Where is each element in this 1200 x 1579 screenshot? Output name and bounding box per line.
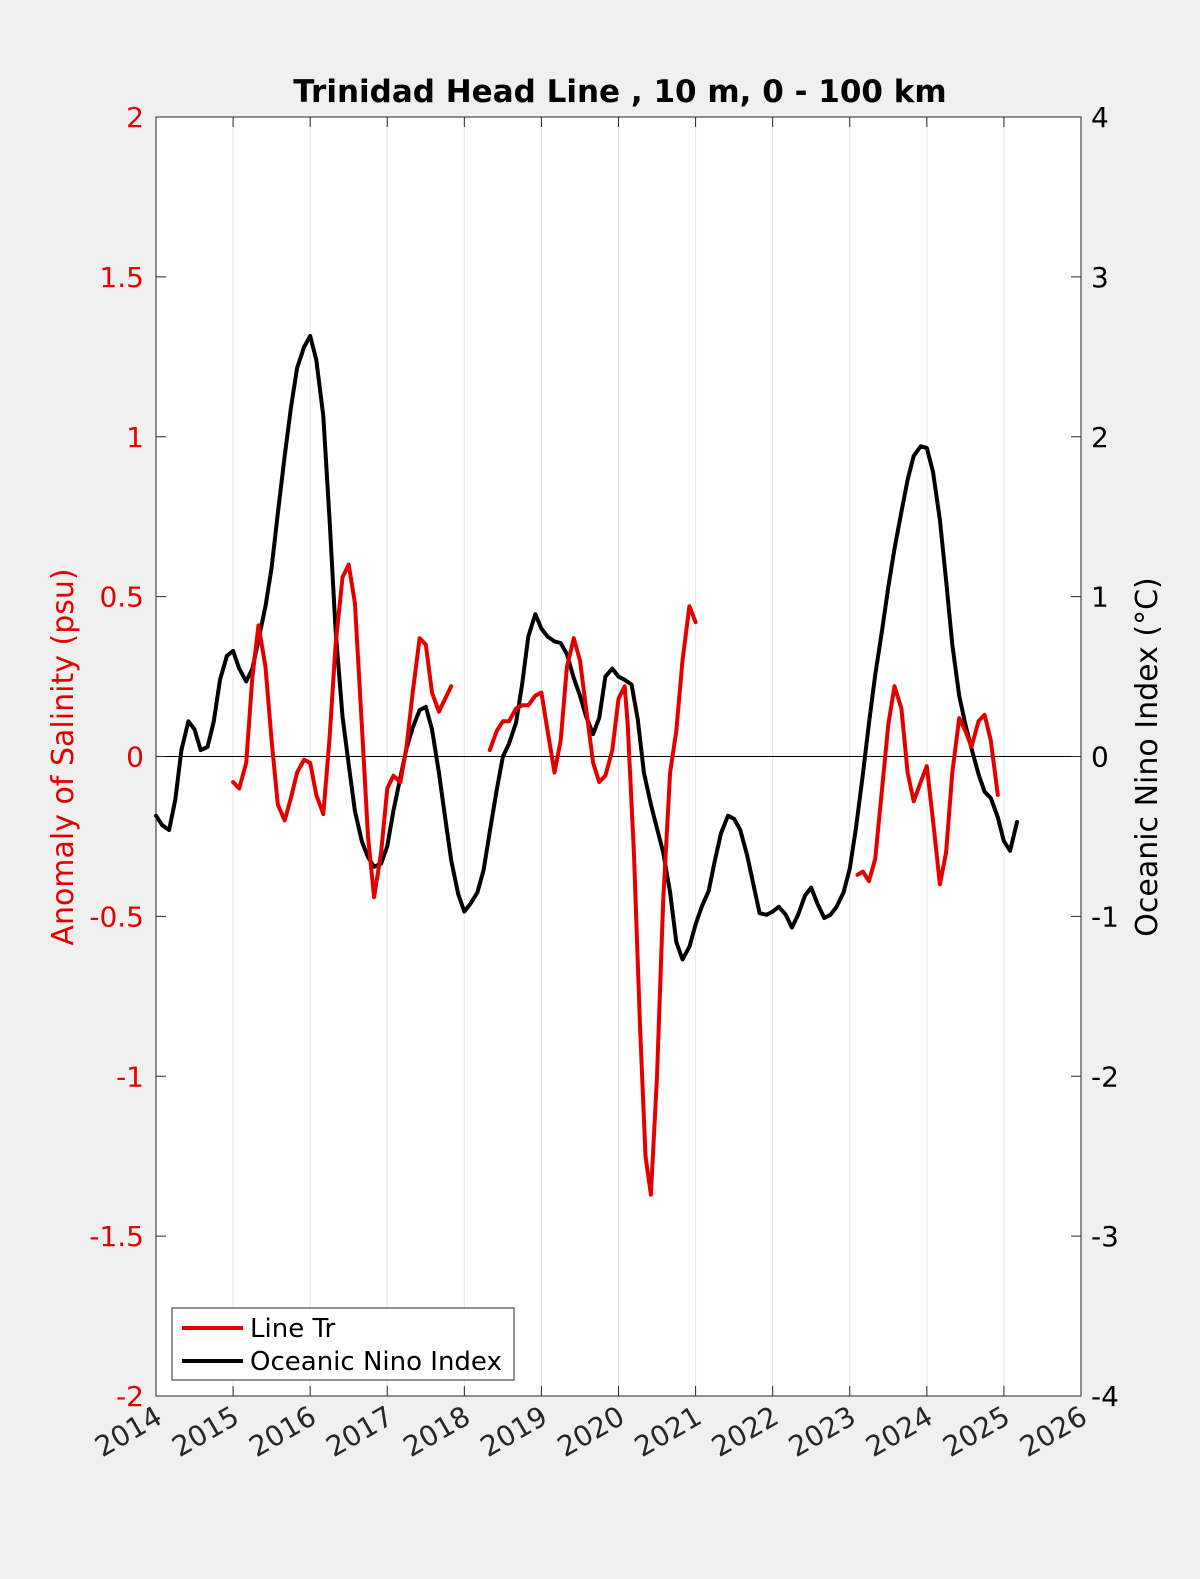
left-tick-label: -2 [116, 1380, 144, 1413]
series-layer [154, 334, 1019, 1197]
left-tick-label: 1 [126, 421, 144, 454]
series-line-tr [231, 562, 454, 900]
right-tick-label: -2 [1091, 1060, 1119, 1093]
right-tick-label: -4 [1091, 1380, 1119, 1413]
left-tick-label: -1 [116, 1060, 144, 1093]
left-tick-label: -0.5 [89, 900, 144, 933]
left-tick-label: 1.5 [99, 261, 144, 294]
left-tick-label: 0.5 [99, 581, 144, 614]
series-line-tr [487, 604, 698, 1197]
legend-label-line-tr: Line Tr [250, 1314, 336, 1344]
left-tick-label: 0 [126, 741, 144, 774]
right-axis-ticks: -4 -3 -2 -1 0 1 2 3 4 [1071, 101, 1119, 1413]
right-tick-label: 1 [1091, 581, 1109, 614]
chart-title: Trinidad Head Line , 10 m, 0 - 100 km [293, 74, 946, 110]
legend-label-oni: Oceanic Nino Index [250, 1347, 502, 1377]
left-tick-label: -1.5 [89, 1220, 144, 1253]
legend: Line Tr Oceanic Nino Index [171, 1307, 515, 1381]
right-tick-label: 3 [1091, 261, 1109, 294]
right-tick-label: -1 [1091, 900, 1119, 933]
series-line-tr [855, 684, 1000, 887]
legend-box [171, 1307, 515, 1381]
right-tick-label: 4 [1091, 101, 1109, 134]
left-tick-label: 2 [126, 101, 144, 134]
left-axis-ticks: -2 -1.5 -1 -0.5 0 0.5 1 1.5 2 [89, 101, 166, 1413]
left-axis-label: Anomaly of Salinity (psu) [46, 568, 81, 945]
right-axis-label: Oceanic Nino Index (°C) [1130, 577, 1165, 937]
right-tick-label: -3 [1091, 1220, 1119, 1253]
right-tick-label: 2 [1091, 421, 1109, 454]
right-tick-label: 0 [1091, 741, 1109, 774]
